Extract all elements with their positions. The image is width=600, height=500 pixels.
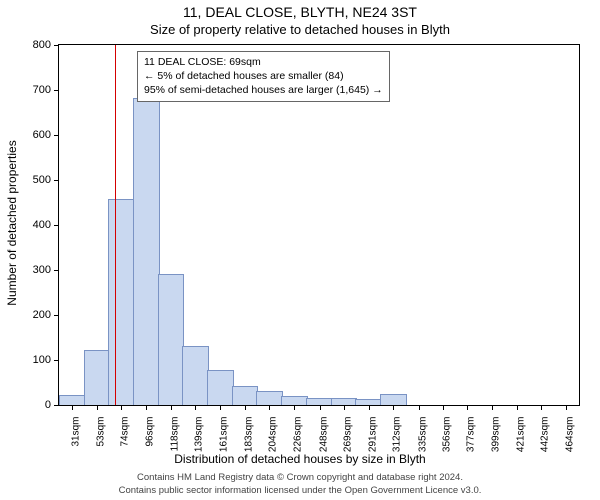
xtick	[393, 405, 394, 410]
xtick	[566, 405, 567, 410]
xtick-label: 31sqm	[70, 411, 81, 447]
xtick	[121, 405, 122, 410]
y-axis-label: Number of detached properties	[5, 123, 19, 323]
ytick-label: 0	[45, 399, 59, 411]
xtick	[369, 405, 370, 410]
ytick-label: 400	[33, 219, 59, 231]
xtick-label: 377sqm	[466, 411, 477, 453]
histogram-bar	[380, 394, 407, 405]
xtick-label: 291sqm	[367, 411, 378, 453]
figure-root: 11, DEAL CLOSE, BLYTH, NE24 3ST Size of …	[0, 0, 600, 500]
histogram-bar	[355, 399, 382, 405]
histogram-bar	[281, 396, 308, 405]
ytick-label: 700	[33, 84, 59, 96]
xtick-label: 226sqm	[293, 411, 304, 453]
xtick-label: 204sqm	[268, 411, 279, 453]
reference-line	[115, 45, 116, 405]
xtick	[171, 405, 172, 410]
xtick	[294, 405, 295, 410]
xtick-label: 161sqm	[219, 411, 230, 453]
xtick	[541, 405, 542, 410]
xtick-label: 399sqm	[491, 411, 502, 453]
xtick-label: 421sqm	[516, 411, 527, 453]
xtick-label: 464sqm	[565, 411, 576, 453]
annotation-box: 11 DEAL CLOSE: 69sqm ← 5% of detached ho…	[137, 51, 390, 102]
xtick	[245, 405, 246, 410]
xtick	[344, 405, 345, 410]
annotation-line: ← 5% of detached houses are smaller (84)	[144, 69, 383, 83]
chart-subtitle: Size of property relative to detached ho…	[0, 22, 600, 37]
footer-line: Contains HM Land Registry data © Crown c…	[0, 472, 600, 484]
footer-attribution: Contains HM Land Registry data © Crown c…	[0, 472, 600, 497]
xtick-label: 248sqm	[318, 411, 329, 453]
x-axis-label: Distribution of detached houses by size …	[0, 452, 600, 466]
xtick-label: 335sqm	[418, 411, 429, 453]
xtick	[269, 405, 270, 410]
xtick-label: 53sqm	[95, 411, 106, 447]
histogram-bar	[133, 98, 160, 405]
xtick-label: 442sqm	[540, 411, 551, 453]
xtick	[97, 405, 98, 410]
histogram-bar	[158, 274, 185, 406]
histogram-bar	[59, 395, 86, 405]
xtick	[443, 405, 444, 410]
histogram-bar	[207, 370, 234, 405]
ytick-label: 300	[33, 264, 59, 276]
histogram-bar	[331, 398, 358, 405]
xtick-label: 312sqm	[391, 411, 402, 453]
xtick	[492, 405, 493, 410]
ytick-label: 100	[33, 354, 59, 366]
plot-area: 010020030040050060070080031sqm53sqm74sqm…	[58, 44, 580, 406]
ytick-label: 200	[33, 309, 59, 321]
chart-title: 11, DEAL CLOSE, BLYTH, NE24 3ST	[0, 4, 600, 20]
xtick-label: 96sqm	[144, 411, 155, 447]
xtick-label: 139sqm	[194, 411, 205, 453]
histogram-bar	[182, 346, 209, 406]
histogram-bar	[108, 199, 135, 405]
footer-line: Contains public sector information licen…	[0, 485, 600, 497]
xtick-label: 74sqm	[119, 411, 130, 447]
xtick-label: 118sqm	[170, 411, 181, 452]
ytick-label: 800	[33, 39, 59, 51]
histogram-bar	[232, 386, 259, 405]
xtick	[72, 405, 73, 410]
ytick-label: 500	[33, 174, 59, 186]
xtick	[146, 405, 147, 410]
annotation-line: 95% of semi-detached houses are larger (…	[144, 83, 383, 97]
xtick	[220, 405, 221, 410]
histogram-bar	[256, 391, 283, 406]
xtick	[467, 405, 468, 410]
xtick	[195, 405, 196, 410]
xtick	[517, 405, 518, 410]
xtick-label: 356sqm	[442, 411, 453, 453]
xtick	[320, 405, 321, 410]
annotation-line: 11 DEAL CLOSE: 69sqm	[144, 55, 383, 69]
histogram-bar	[84, 350, 111, 405]
histogram-bar	[306, 398, 333, 405]
ytick-label: 600	[33, 129, 59, 141]
xtick-label: 183sqm	[244, 411, 255, 453]
xtick-label: 269sqm	[342, 411, 353, 453]
xtick	[419, 405, 420, 410]
